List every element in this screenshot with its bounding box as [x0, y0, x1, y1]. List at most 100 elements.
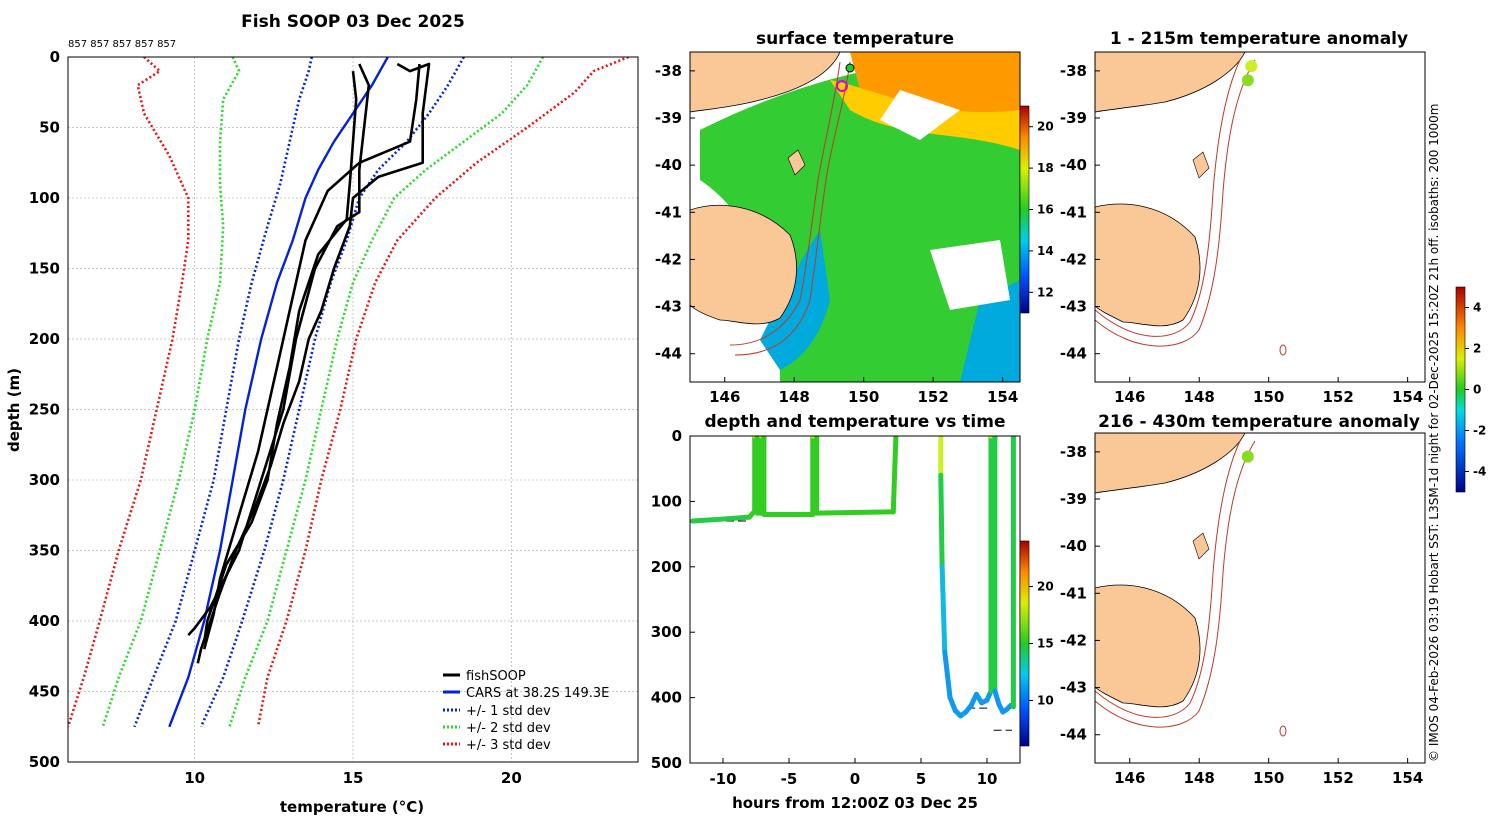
time-xlabel: hours from 12:00Z 03 Dec 25 [732, 794, 978, 812]
time-xtick-label: -5 [781, 770, 798, 788]
profile-ytick-label: 450 [29, 683, 60, 701]
profile-xlabel: temperature (°C) [280, 798, 424, 816]
profile-xlabel-text: temperature [280, 798, 387, 816]
time-colorbar-tick-label: 20 [1037, 580, 1054, 594]
profile-ids: 857 857 857 857 857 [68, 39, 176, 50]
profile-line-std1-lo [133, 57, 314, 728]
time-xtick-label: -10 [709, 770, 736, 788]
time-track-segment [938, 472, 945, 570]
profile-line-cars [168, 57, 389, 728]
sst-ticks: 146 148 150 152 154 -38 -39 -40 -41 -42 -43 -44 [655, 62, 1018, 406]
anom1-axes-frame [1094, 51, 1426, 383]
sst-colorbar [1019, 105, 1030, 314]
profile-ytick-label: 300 [29, 471, 60, 489]
sst-colorbar-ticks: 12 14 16 18 20 [1029, 120, 1054, 299]
profile-line-std3-hi [256, 57, 629, 728]
anom1-tasmania [1095, 203, 1201, 327]
time-ytick-label: 100 [651, 492, 682, 510]
sst-map-xtick-label: 150 [848, 388, 879, 406]
anom1-isobath-1000 [1095, 59, 1256, 347]
anom2-tasmania [1095, 584, 1201, 708]
anomaly-colorbar-tick-label: 4 [1473, 301, 1481, 315]
anom2-map [1095, 433, 1287, 737]
legend-label-std3: +/- 3 std dev [466, 738, 551, 753]
profile-line-fishsoop-cast-4 [202, 63, 421, 650]
anomaly-colorbar-tick-label: -2 [1473, 424, 1486, 438]
anom2-island [1192, 532, 1210, 560]
profile-line-std3-lo [68, 57, 190, 728]
sst-island [787, 149, 806, 176]
sst-map-xtick-label: 152 [918, 388, 949, 406]
sst-cast-marker [845, 63, 855, 73]
time-colorbar-tick-label: 15 [1037, 637, 1054, 651]
profile-ylabel: depth (m) [5, 368, 23, 452]
profile-line-fishsoop-cast-2 [187, 63, 371, 636]
sst-map-ytick-label: -39 [655, 109, 682, 127]
legend-label-std1: +/- 1 std dev [466, 704, 551, 719]
anom-map-2-xtick-label: 150 [1253, 769, 1284, 787]
anom1-anomaly-point [1245, 60, 1258, 73]
anom1-title: 1 - 215m temperature anomaly [1110, 29, 1408, 49]
anom1-ticks: 146 148 150 152 154 -38 -39 -40 -41 -42 -43 -44 [1060, 62, 1423, 406]
sst-isobath-1000 [734, 61, 851, 356]
anomaly-colorbar-tick-label: 2 [1473, 342, 1481, 356]
anom-map-1-xtick-label: 148 [1184, 388, 1215, 406]
profile-line-std1-hi [199, 57, 465, 728]
anom-map-2-xtick-label: 154 [1392, 769, 1423, 787]
anom2-anomaly-point [1241, 450, 1254, 463]
profile-line-fishsoop-cast-1 [196, 62, 431, 664]
anom-map-2-ytick-label: -44 [1060, 726, 1087, 744]
time-track-segment [814, 509, 896, 516]
profile-ytick-label: 100 [29, 189, 60, 207]
legend-label-fishsoop: fishSOOP [466, 669, 526, 684]
sst-ship-marker [836, 80, 848, 92]
sst-isobath-200 [729, 61, 841, 346]
anom-map-2-ytick-label: -39 [1060, 490, 1087, 508]
profile-lines [68, 57, 629, 728]
time-plot [690, 436, 1016, 731]
anom2-title: 216 - 430m temperature anomaly [1098, 412, 1420, 432]
profile-axes-frame [67, 56, 639, 763]
anom2-panel: 216 - 430m temperature anomaly 146 148 150… [1060, 412, 1426, 787]
time-colorbar-ticks: 10 15 20 [1029, 580, 1054, 707]
anom-map-2-xtick-label: 146 [1114, 769, 1145, 787]
sst-title: surface temperature [756, 29, 954, 49]
sst-map-xtick-label: 146 [709, 388, 740, 406]
anomaly-colorbar-ticks: 4 2 0 -2 -4 [1465, 301, 1486, 479]
profile-ytick-label: 400 [29, 612, 60, 630]
sst-colorbar-tick-label: 14 [1037, 244, 1054, 258]
time-track-segment [720, 514, 752, 522]
profile-panel: Fish SOOP 03 Dec 2025 857 857 857 857 85… [5, 12, 639, 816]
anom-map-1-xtick-label: 146 [1114, 388, 1145, 406]
profile-ticks: 0 50 100 150 200 250 300 350 400 450 500 10 15 20 [29, 48, 522, 787]
anom-map-1-ytick-label: -43 [1060, 298, 1087, 316]
time-track-segment [890, 436, 899, 515]
sst-map-ytick-label: -38 [655, 62, 682, 80]
time-ytick-label: 300 [651, 623, 682, 641]
anom-map-1-ytick-label: -39 [1060, 109, 1087, 127]
profile-grid [68, 56, 638, 763]
time-title: depth and temperature vs time [705, 412, 1006, 432]
anomaly-colorbar-tick-label: -4 [1473, 465, 1486, 479]
anom1-anomaly-point [1241, 74, 1254, 87]
profile-title: Fish SOOP 03 Dec 2025 [241, 12, 465, 32]
sst-tasmania [690, 204, 797, 325]
anom-map-2-xtick-label: 152 [1323, 769, 1354, 787]
sst-colorbar-tick-label: 20 [1037, 120, 1054, 134]
profile-legend: fishSOOP CARS at 38.2S 149.3E +/- 1 std … [443, 669, 609, 753]
anom-map-1-xtick-label: 154 [1392, 388, 1423, 406]
time-ytick-label: 400 [651, 689, 682, 707]
profile-xlabel-units: (°C) [392, 798, 424, 816]
anom1-panel: 1 - 215m temperature anomaly 146 148 150 15… [1060, 29, 1426, 406]
profile-ytick-label: 250 [29, 401, 60, 419]
anom2-axes-frame [1094, 432, 1426, 764]
sst-map-ytick-label: -42 [655, 250, 682, 268]
time-xtick-label: 0 [850, 770, 860, 788]
anom-map-2-xtick-label: 148 [1184, 769, 1215, 787]
sst-map-xtick-label: 154 [987, 388, 1018, 406]
profile-ytick-label: 200 [29, 330, 60, 348]
anom2-isobath-1000 [1095, 440, 1256, 728]
anom1-seamount [1279, 344, 1287, 356]
anom-map-1-ytick-label: -41 [1060, 203, 1087, 221]
anomaly-colorbar-group: 4 2 0 -2 -4 [1455, 286, 1486, 493]
